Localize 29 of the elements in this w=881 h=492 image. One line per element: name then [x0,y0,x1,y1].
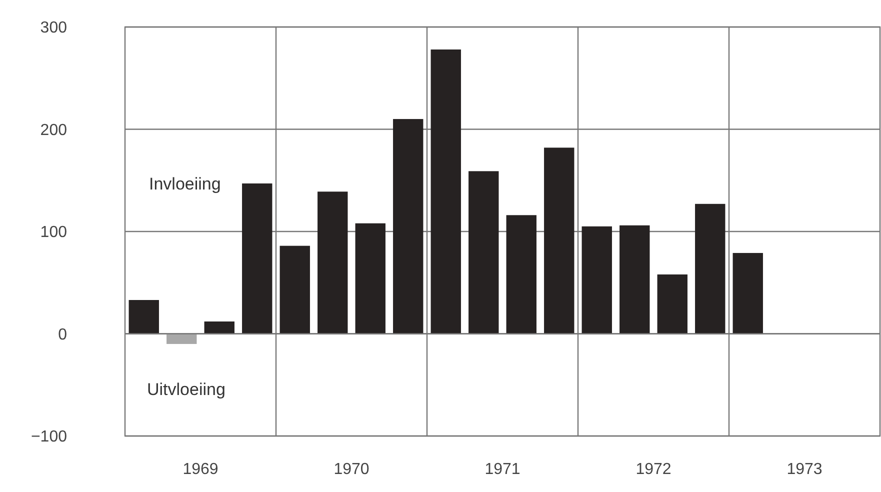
x-tick-label: 1972 [636,461,672,478]
bar [695,204,726,334]
bar [657,274,688,334]
y-tick-label: 200 [40,122,68,139]
y-tick-label: 0 [58,326,68,344]
y-tick-label: 300 [40,20,68,37]
annotation: Invloeiing [149,174,221,194]
bar [242,183,272,334]
y-tick-label: −100 [30,428,68,446]
bar [620,225,650,334]
bar [544,148,574,334]
bar [280,246,310,334]
bar [166,334,197,344]
x-tick-label: 1973 [786,461,822,478]
bar [128,300,159,334]
bar [355,223,386,334]
bar [732,252,763,334]
bar [318,192,348,334]
bar [506,215,536,334]
bar [468,171,499,334]
bar [393,119,424,334]
bar [204,321,234,334]
x-tick-label: 1969 [182,461,218,478]
y-tick-label: 100 [40,224,68,242]
annotation: Uitvloeiing [147,380,226,399]
bar [582,226,612,334]
x-tick-label: 1970 [334,461,370,478]
bar [430,49,461,334]
x-tick-label: 1971 [484,461,520,478]
